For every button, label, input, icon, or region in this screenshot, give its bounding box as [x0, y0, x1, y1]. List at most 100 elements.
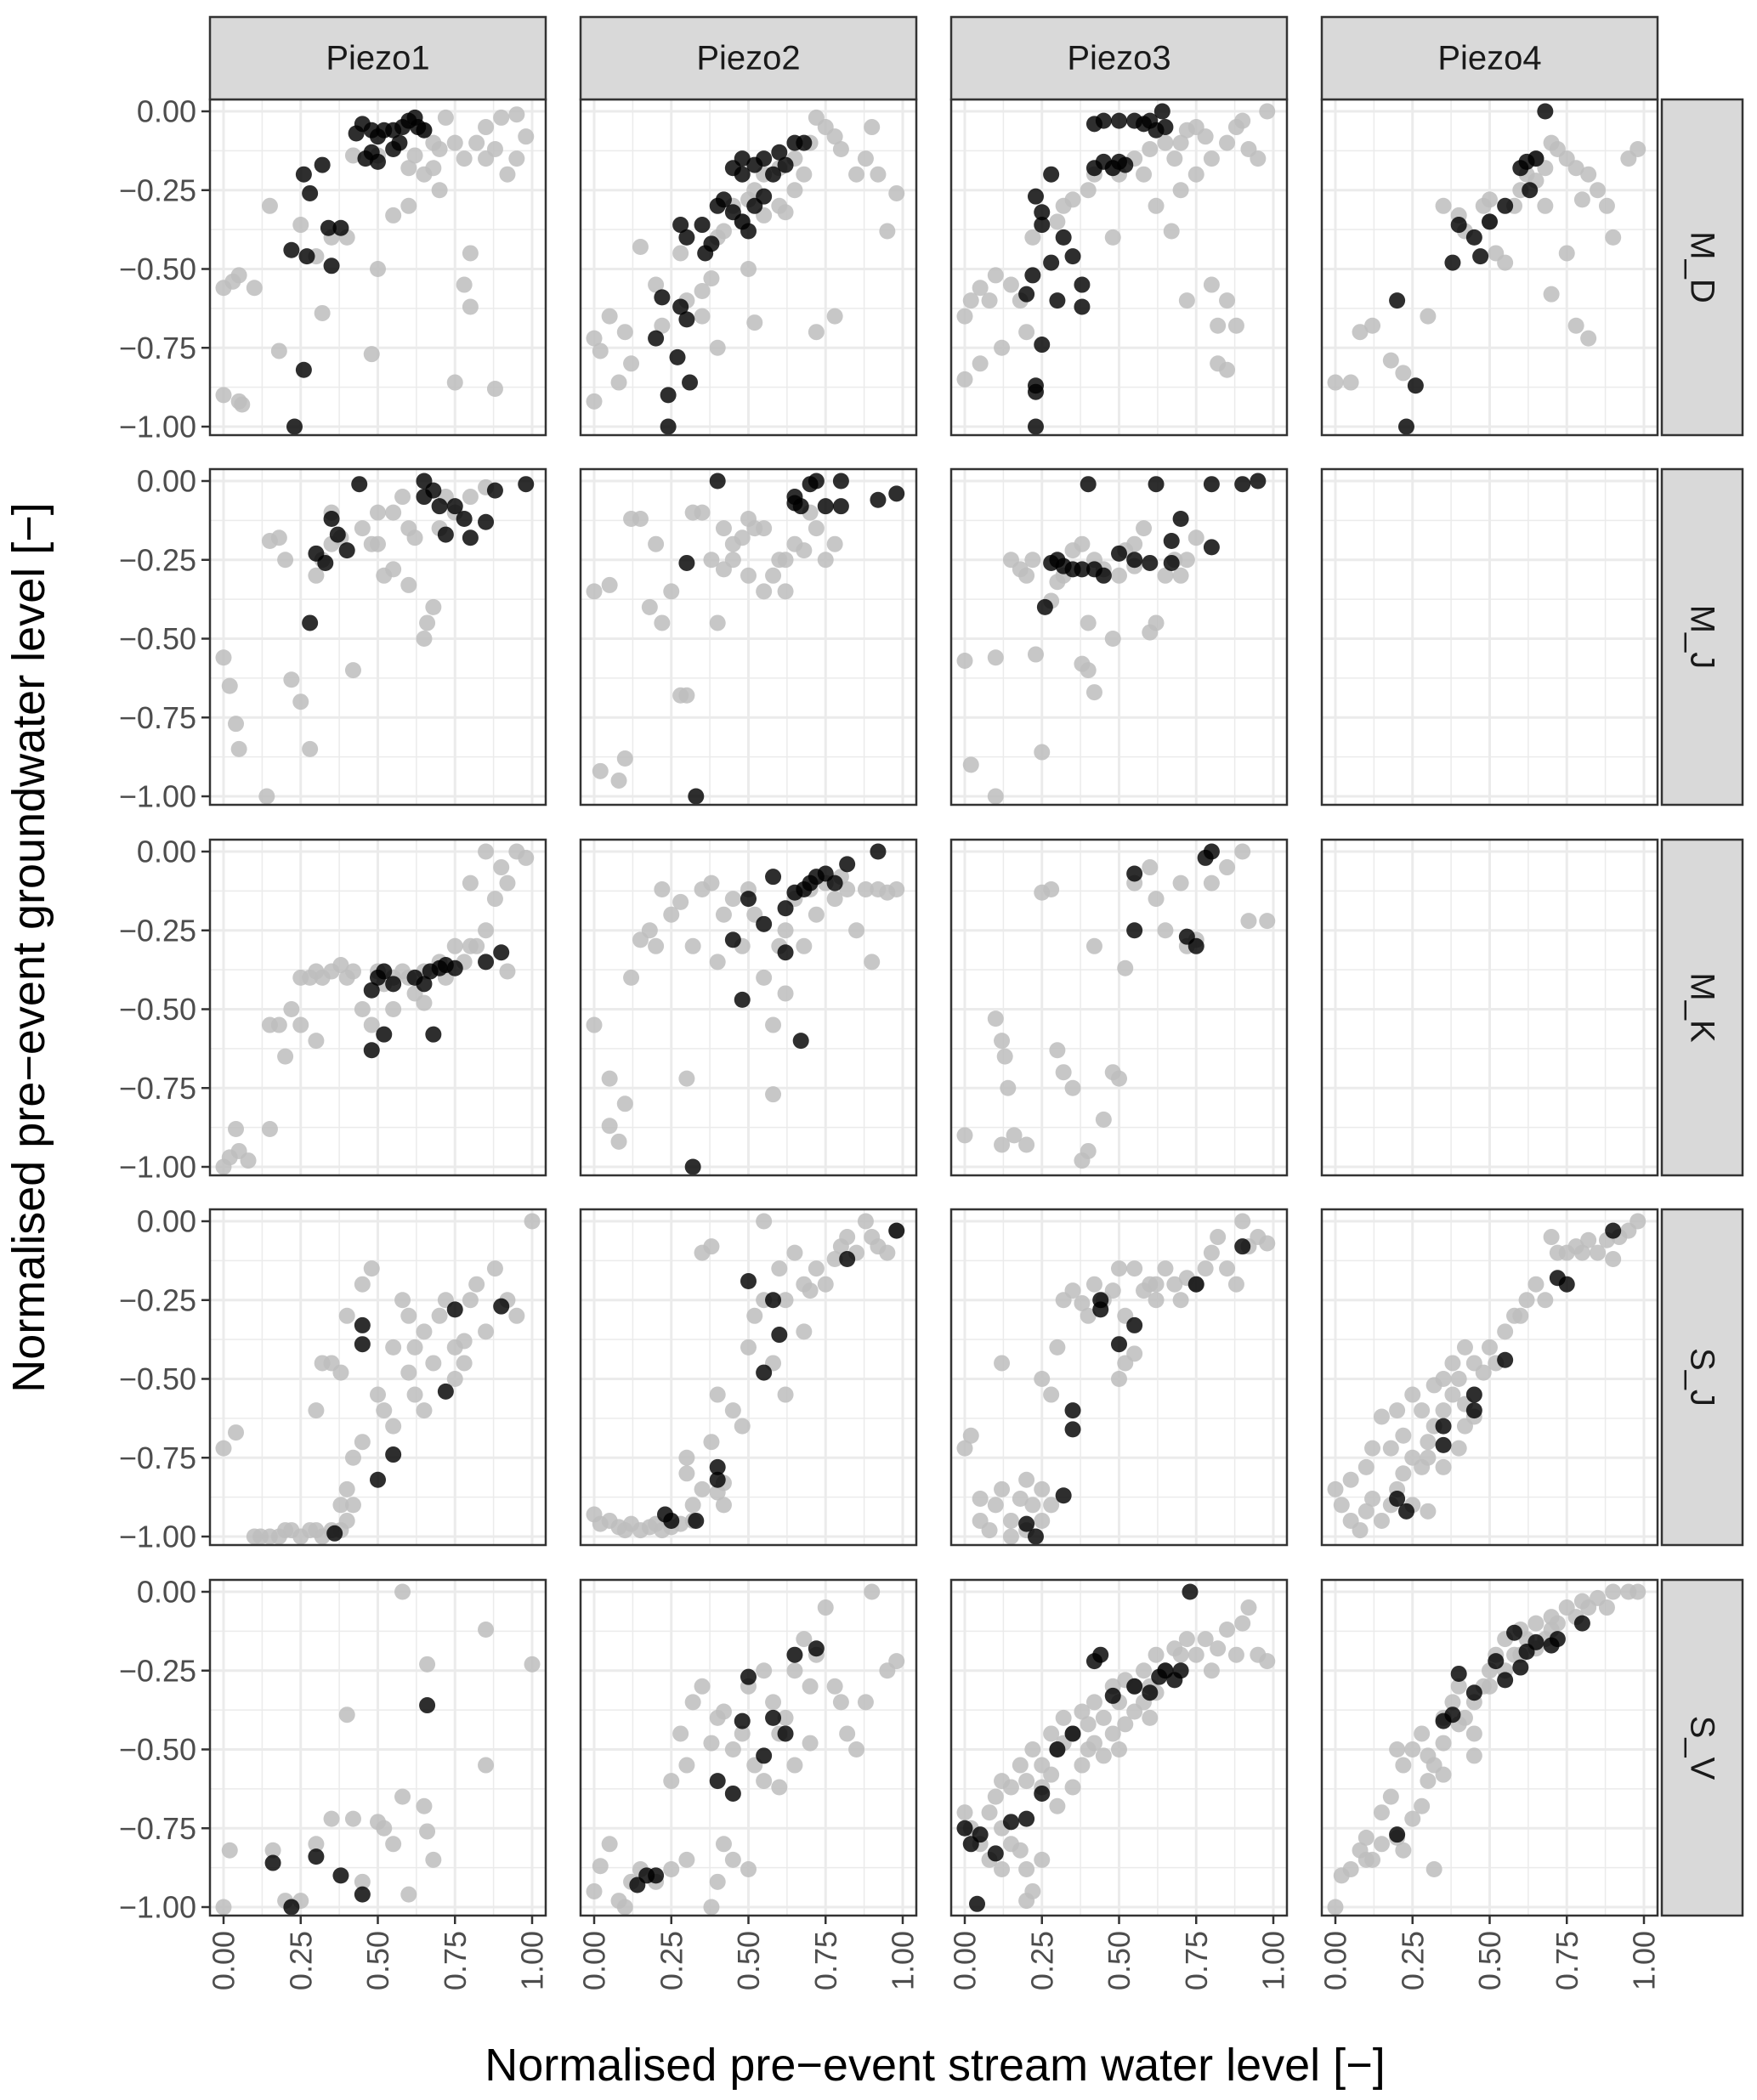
data-point-grey: [1085, 1735, 1102, 1752]
data-point-black: [678, 554, 695, 571]
data-point-black: [765, 166, 782, 183]
data-point-grey: [228, 1424, 245, 1441]
data-point-grey: [848, 166, 865, 183]
data-point-black: [1234, 476, 1251, 493]
data-point-grey: [623, 355, 640, 372]
data-point-grey: [354, 1434, 371, 1451]
data-point-grey: [1435, 1402, 1452, 1419]
x-tick-label: 0.25: [1024, 1931, 1059, 1990]
data-point-black: [1549, 1631, 1566, 1648]
data-point-grey: [1435, 197, 1452, 214]
data-point-black: [446, 959, 463, 976]
data-point-grey: [1148, 1276, 1165, 1293]
data-point-grey: [994, 1136, 1011, 1153]
data-point-grey: [1095, 1709, 1112, 1726]
data-point-grey: [1629, 141, 1646, 158]
data-point-grey: [1074, 535, 1091, 552]
data-point-grey: [302, 740, 319, 757]
data-point-grey: [1148, 614, 1165, 631]
data-point-black: [1034, 1785, 1051, 1802]
data-point-grey: [277, 1048, 294, 1065]
panel-s-j-piezo3: [949, 1208, 1289, 1547]
data-point-grey: [1389, 1402, 1406, 1419]
data-point-black: [678, 229, 695, 246]
data-point-black: [478, 513, 495, 530]
data-point-grey: [740, 1339, 757, 1356]
data-point-black: [1049, 292, 1066, 309]
data-point-black: [1163, 554, 1180, 571]
data-point-grey: [1049, 1797, 1066, 1814]
y-tick-label: −1.00: [119, 1520, 196, 1554]
data-point-grey: [1259, 913, 1276, 930]
panel-m-k-piezo3: [949, 838, 1289, 1177]
data-point-black: [1187, 937, 1204, 954]
data-point-grey: [616, 1899, 633, 1916]
data-point-black: [756, 150, 773, 167]
data-point-grey: [1095, 1111, 1112, 1128]
data-point-grey: [786, 182, 803, 199]
data-point-black: [1465, 1386, 1482, 1403]
data-point-grey: [1357, 1503, 1374, 1520]
data-point-grey: [709, 339, 726, 356]
data-point-grey: [1465, 1747, 1482, 1764]
data-point-grey: [1104, 1282, 1121, 1299]
data-point-grey: [1018, 1860, 1035, 1877]
data-point-grey: [663, 583, 680, 600]
data-point-grey: [1064, 1282, 1081, 1299]
data-point-black: [888, 1222, 905, 1239]
data-point-grey: [1024, 229, 1041, 246]
data-point-black: [715, 191, 732, 208]
data-point-grey: [1420, 1449, 1437, 1466]
data-point-grey: [1537, 197, 1554, 214]
data-point-grey: [1085, 1276, 1102, 1293]
data-point-black: [1435, 1436, 1452, 1453]
data-point-black: [376, 963, 393, 980]
data-point-black: [1148, 476, 1165, 493]
data-point-black: [302, 614, 319, 631]
data-point-black: [777, 156, 794, 173]
data-point-grey: [240, 1152, 257, 1169]
data-point-grey: [1543, 1229, 1560, 1246]
panel-s-v-piezo4: 0.00 0.25 0.50 0.75 1.00: [1318, 1578, 1662, 1990]
data-point-grey: [994, 1860, 1011, 1877]
data-point-grey: [221, 1842, 238, 1859]
data-point-grey: [994, 1355, 1011, 1372]
data-point-black: [370, 1471, 386, 1488]
data-point-grey: [486, 1260, 503, 1277]
data-point-black: [1111, 545, 1127, 562]
data-point-black: [1049, 1741, 1066, 1758]
data-point-grey: [796, 542, 813, 559]
data-point-black: [1095, 567, 1112, 584]
data-point-grey: [234, 396, 251, 413]
data-point-black: [437, 526, 454, 543]
data-point-black: [1250, 473, 1267, 490]
data-point-grey: [456, 276, 473, 293]
data-point-grey: [1342, 1471, 1359, 1488]
y-tick-label: −0.25: [119, 1282, 196, 1317]
data-point-black: [694, 217, 711, 234]
panel-m-d-piezo1: 0.00 −0.25 −0.50 −0.75 −1.00: [119, 94, 547, 444]
data-point-grey: [215, 1440, 232, 1457]
data-point-black: [832, 498, 849, 515]
row-strip: [1660, 1578, 1744, 1917]
data-point-grey: [344, 1810, 361, 1827]
data-point-black: [740, 891, 757, 908]
data-point-grey: [1043, 1497, 1060, 1514]
data-point-black: [1465, 1402, 1482, 1419]
data-point-grey: [724, 1402, 741, 1419]
data-point-grey: [616, 324, 633, 341]
panel-frame: [1320, 1208, 1659, 1547]
data-point-grey: [956, 1804, 973, 1821]
data-point-black: [1080, 476, 1097, 493]
data-point-grey: [1024, 552, 1041, 569]
data-point-grey: [323, 1810, 340, 1827]
data-point-grey: [1203, 1662, 1220, 1679]
data-point-grey: [1049, 213, 1066, 230]
row-strip-label: M_K: [1684, 972, 1721, 1043]
data-point-grey: [1012, 1490, 1029, 1507]
data-point-grey: [370, 261, 386, 277]
data-point-grey: [1497, 254, 1514, 271]
data-point-grey: [1395, 1842, 1412, 1859]
data-point-grey: [215, 1899, 232, 1916]
data-point-grey: [1126, 535, 1143, 552]
